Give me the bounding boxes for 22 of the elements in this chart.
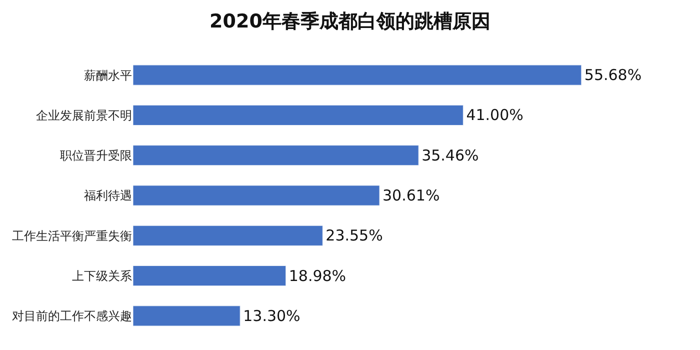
- y-tick-label: 职位晋升受限: [60, 148, 132, 163]
- data-label: 23.55%: [326, 226, 383, 245]
- data-label: 41.00%: [466, 106, 524, 124]
- bar: [133, 306, 240, 326]
- y-tick-label: 工作生活平衡严重失衡: [12, 228, 132, 243]
- data-label: 35.46%: [422, 146, 479, 164]
- bar: [133, 104, 464, 126]
- chart-title: 2020年春季成都白领的跳槽原因: [210, 10, 490, 32]
- bar: [133, 266, 286, 286]
- y-tick-label: 福利待遇: [84, 188, 132, 203]
- y-tick-label: 对目前的工作不感兴趣: [12, 309, 132, 324]
- y-tick-label: 上下级关系: [72, 268, 132, 283]
- data-label: 30.61%: [382, 186, 440, 204]
- bar: [133, 145, 419, 166]
- bar: [133, 185, 380, 206]
- y-tick-label: 薪酬水平: [84, 68, 132, 82]
- data-label: 18.98%: [288, 266, 346, 285]
- bar: [133, 225, 323, 246]
- data-label: 55.68%: [584, 66, 642, 84]
- y-tick-label: 企业发展前景不明: [36, 108, 132, 122]
- data-label: 13.30%: [243, 306, 300, 325]
- bar: [133, 64, 582, 86]
